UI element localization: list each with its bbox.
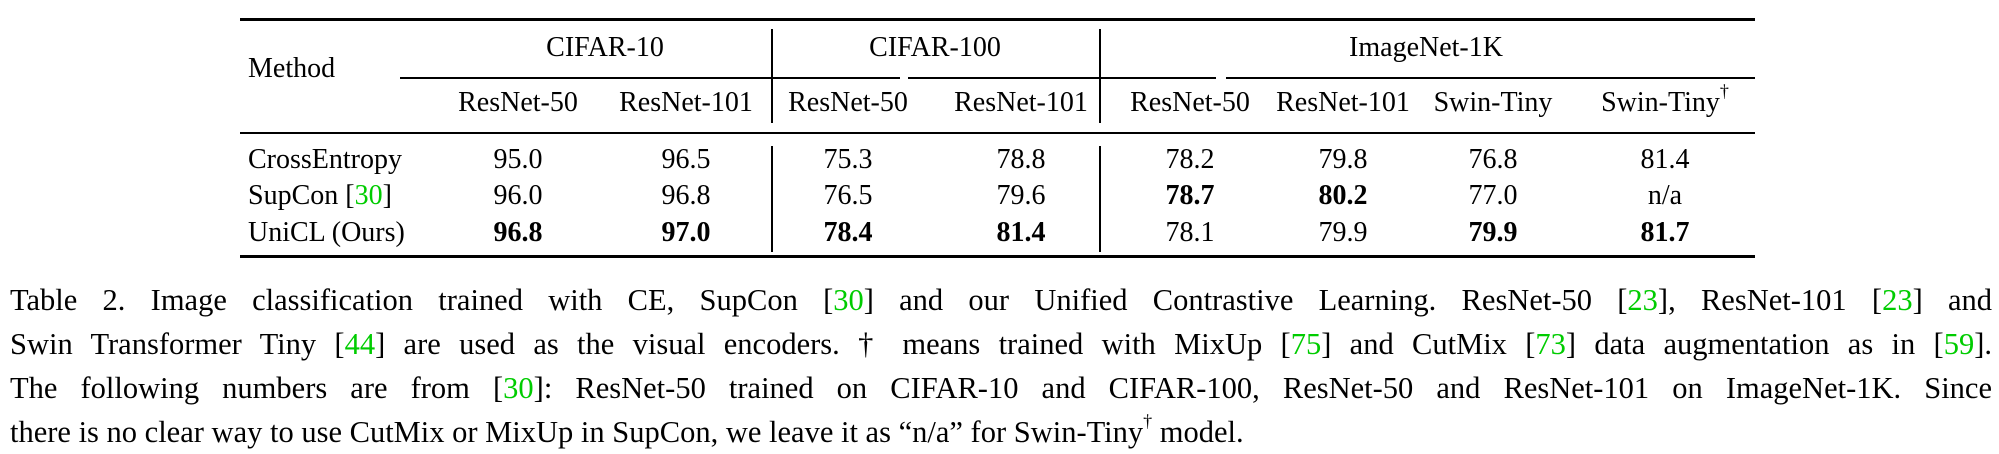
method-name: SupCon [ [248,180,355,211]
table-cell: 81.7 [1640,217,1690,248]
table-cell: 78.1 [1165,217,1215,248]
table-cell: 78.7 [1165,180,1215,211]
column-header: ResNet-101 [954,86,1088,120]
cifar100-group-rule [908,77,1216,79]
group-header-cifar100: CIFAR-100 [869,32,1001,63]
table-cell: 95.0 [493,144,543,175]
caption-line: Table 2. Image classification trained wi… [10,278,1992,322]
table-cell: 78.2 [1165,144,1215,175]
column-header: Swin-Tiny [1434,86,1553,120]
column-header: ResNet-50 [788,86,908,120]
header-separator-2 [1099,29,1101,123]
table-cell: 75.3 [823,144,873,175]
table-cell: 80.2 [1318,180,1368,211]
table-cell: 96.8 [661,180,711,211]
column-header: ResNet-101 [1276,86,1410,120]
table-cell: 78.8 [996,144,1046,175]
caption-text: ], ResNet-101 [ [1657,283,1883,317]
top-rule [240,18,1755,21]
table-cell: n/a [1647,180,1683,211]
citation-link: 73 [1535,327,1566,361]
table-cell: 96.5 [661,144,711,175]
caption-text: ] and our Unified Contrastive Learning. … [863,283,1628,317]
column-header: ResNet-50 [1130,86,1250,120]
table-cell: 97.0 [661,217,711,248]
body-separator-2 [1099,146,1101,252]
method-name: UniCL (Ours) [248,217,405,248]
header-separator-1 [771,29,773,123]
citation-link: 30 [503,371,534,405]
caption-text: model. [1152,415,1244,449]
table-cell: 96.0 [493,180,543,211]
citation-link: 30 [354,180,383,211]
row-method: SupCon [30] [248,179,392,213]
method-header: Method [248,53,336,84]
column-header-label: ResNet-50 [458,87,578,118]
bottom-rule [240,255,1755,258]
column-header-label: ResNet-101 [619,87,753,118]
caption-line: Swin Transformer Tiny [44] are used as t… [10,322,1992,366]
group-header-cifar10: CIFAR-10 [546,32,664,63]
method-name: CrossEntropy [248,144,402,175]
cifar10-group-rule [400,77,900,79]
column-header-label: Swin-Tiny [1601,87,1720,118]
table-cell: 78.4 [823,217,873,248]
table-cell: 77.0 [1468,180,1518,211]
citation-link: 44 [344,327,376,361]
row-method: UniCL (Ours) [248,216,405,250]
column-header: ResNet-101 [619,86,753,120]
table-cell: 79.9 [1318,217,1368,248]
table-cell: 79.6 [996,180,1046,211]
caption-text: ] and [1912,283,1993,317]
column-header-label: Swin-Tiny [1433,87,1553,118]
caption-text: there is no clear way to use CutMix or M… [10,415,1144,449]
caption-line: The following numbers are from [30]: Res… [10,366,1992,410]
citation-link: 30 [833,283,864,317]
column-header-label: ResNet-101 [954,87,1088,118]
table-cell: 81.4 [1640,144,1690,175]
citation-link: 23 [1882,283,1913,317]
column-header: ResNet-50 [458,86,578,120]
body-separator-1 [771,146,773,252]
citation-link: 23 [1627,283,1658,317]
header-rule [240,132,1755,134]
citation-link: 75 [1290,327,1322,361]
caption-line: there is no clear way to use CutMix or M… [10,410,1992,454]
dagger-mark: † [1143,410,1153,431]
imagenet-group-rule [1226,77,1755,79]
method-name-close: ] [382,180,392,211]
table-cell: 79.9 [1468,217,1518,248]
citation-link: 59 [1943,327,1975,361]
column-header-label: ResNet-101 [1276,87,1410,118]
caption-text: ]: ResNet-50 trained on CIFAR-10 and CIF… [533,371,1992,405]
caption-text: ] and CutMix [ [1321,327,1536,361]
table-cell: 96.8 [493,217,543,248]
caption-text: Table 2. Image classification trained wi… [10,283,834,317]
column-header-label: ResNet-50 [788,87,908,118]
table-caption: Table 2. Image classification trained wi… [10,278,1992,454]
table-cell: 81.4 [996,217,1046,248]
table-cell: 79.8 [1318,144,1368,175]
caption-text: The following numbers are from [ [10,371,504,405]
group-header-imagenet: ImageNet-1K [1349,32,1503,63]
caption-text: ] are used as the visual encoders. † mea… [375,327,1291,361]
column-header: Swin-Tiny† [1601,82,1729,120]
table-cell: 76.5 [823,180,873,211]
column-header-label: ResNet-50 [1130,87,1250,118]
dagger-mark: † [1719,80,1729,101]
caption-text: Swin Transformer Tiny [ [10,327,345,361]
caption-text: ]. [1974,327,1992,361]
caption-text: ] data augmentation as in [ [1565,327,1944,361]
table-cell: 76.8 [1468,144,1518,175]
row-method: CrossEntropy [248,143,402,177]
